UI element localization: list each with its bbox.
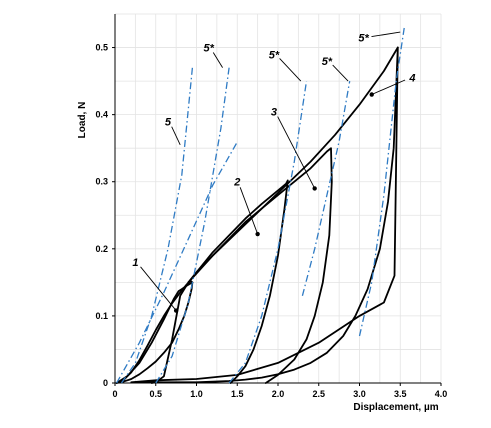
- x-tick-label: 2.0: [272, 389, 285, 399]
- model-curve: [120, 67, 194, 384]
- annotation-label: 5*: [322, 56, 333, 68]
- annotation-label: 1: [132, 257, 138, 269]
- annotation-label: 5*: [204, 43, 215, 55]
- annotation-leader: [171, 126, 181, 146]
- measured-curve: [187, 46, 399, 284]
- model-curve: [358, 27, 405, 337]
- y-tick-label: 0: [103, 378, 108, 388]
- annotation-dot: [312, 186, 317, 191]
- x-tick-label: 3.5: [394, 389, 407, 399]
- tick-labels: 0 0.5 1.0 1.5 2.0 2.5 3.0 3.5 4.0 0 0.1 0.2 0.3 0.4 0.…: [95, 43, 447, 399]
- grid: [114, 13, 442, 384]
- model-curve: [116, 143, 237, 384]
- y-tick-label: 0.1: [95, 311, 108, 321]
- measured-curve: [115, 281, 194, 384]
- annotation-dot: [369, 92, 374, 97]
- x-tick-label: 2.5: [312, 389, 325, 399]
- x-tick-label: 0.5: [149, 389, 162, 399]
- annotation-leader: [371, 79, 406, 95]
- annotation-leader: [277, 116, 316, 189]
- annotation-dot: [255, 231, 260, 237]
- x-tick-label: 1.0: [190, 389, 203, 399]
- annotation-leader: [212, 52, 223, 68]
- annotation-label: 3: [271, 106, 277, 118]
- annotation-label: 4: [408, 73, 415, 85]
- annotation-leader: [239, 187, 259, 235]
- annotation-leader: [140, 266, 177, 311]
- annotation-label: 5*: [358, 32, 369, 44]
- x-axis-label: Displacement, µm: [353, 402, 438, 413]
- y-axis-label: Load, N: [77, 102, 88, 139]
- y-tick-label: 0.2: [95, 244, 108, 254]
- annotation-leader: [371, 31, 401, 38]
- y-tick-label: 0.5: [95, 43, 108, 53]
- measured-curve: [130, 46, 399, 384]
- annotation-label: 5: [165, 116, 172, 128]
- series-layer: [115, 27, 405, 384]
- annotations-layer: 1 2 3 4 5 5* 5* 5* 5*: [132, 31, 416, 313]
- model-curve: [228, 81, 308, 384]
- annotation-label: 2: [233, 177, 240, 189]
- annotation-leader: [332, 64, 349, 82]
- annotation-label: 5*: [269, 49, 280, 61]
- x-tick-label: 3.0: [353, 389, 366, 399]
- x-tick-label: 0: [112, 389, 117, 399]
- annotation-dot: [173, 308, 179, 313]
- model-curve: [301, 80, 351, 296]
- annotation-leader: [279, 58, 302, 82]
- y-tick-label: 0.3: [95, 177, 108, 187]
- x-tick-label: 4.0: [435, 389, 448, 399]
- y-tick-label: 0.4: [95, 110, 108, 120]
- x-tick-label: 1.5: [231, 389, 244, 399]
